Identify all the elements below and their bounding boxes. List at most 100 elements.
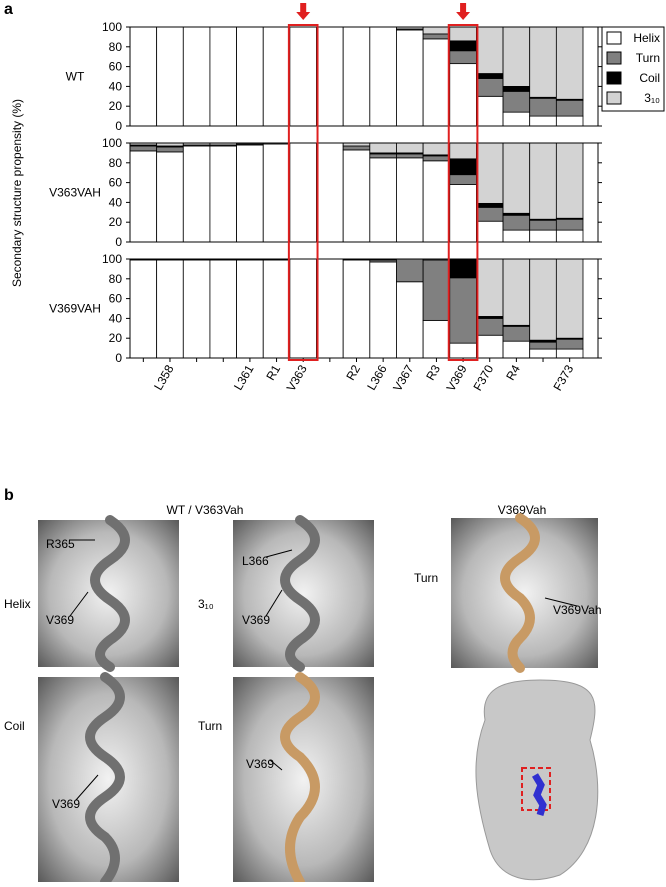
structure-image <box>451 518 598 668</box>
highlight-box <box>447 24 479 361</box>
bar-segment <box>555 338 584 350</box>
legend-label: 3₁₀ <box>644 91 660 105</box>
y-tick-label: 0 <box>115 119 122 133</box>
highlight-box <box>287 24 319 361</box>
bar-segment <box>555 258 584 339</box>
bar-segment <box>236 26 264 127</box>
bar-segment <box>529 97 557 117</box>
bar-segment <box>529 26 557 98</box>
bar-segment <box>289 258 317 359</box>
highlight-arrow <box>456 3 471 20</box>
legend-swatch <box>606 51 622 65</box>
bar-segment <box>476 202 504 208</box>
x-tick-label: F370 <box>471 362 497 393</box>
bar-segment <box>396 153 424 159</box>
highlight-arrow <box>296 3 311 20</box>
x-tick-label: V363 <box>284 362 310 394</box>
bar-segment <box>369 153 397 159</box>
residue-label: V369Vah <box>553 603 602 617</box>
label-leader <box>544 597 578 607</box>
bar-segment <box>129 145 158 152</box>
y-tick-label: 20 <box>109 331 123 345</box>
bar-segment <box>262 143 291 243</box>
structure-image <box>233 677 374 882</box>
bar-segment <box>156 151 184 243</box>
legend-swatch <box>606 71 622 85</box>
y-tick-label: 0 <box>115 235 122 249</box>
bar-segment <box>502 111 531 127</box>
helices <box>85 513 540 887</box>
y-tick-label: 0 <box>115 351 122 365</box>
bar-segment <box>129 150 158 243</box>
bar-segment <box>449 174 477 185</box>
state-label: Turn <box>414 571 438 585</box>
bar-segment <box>422 142 451 156</box>
label-leader <box>265 589 283 617</box>
bar-segment <box>502 86 531 92</box>
helix-icon <box>531 773 547 817</box>
x-tick-label: R1 <box>263 362 283 383</box>
bar-segment <box>529 258 557 341</box>
bar-segment <box>555 348 584 359</box>
state-label: Coil <box>4 719 25 733</box>
x-tick-label: L358 <box>151 362 177 392</box>
bar-segment <box>342 26 371 127</box>
bar-segment <box>396 29 424 127</box>
x-tick-label: R4 <box>503 362 523 383</box>
y-tick-label: 60 <box>109 176 123 190</box>
bar-segment <box>236 144 264 243</box>
bar-segment <box>316 258 344 359</box>
bar-segment <box>502 229 531 243</box>
y-axis-label: Secondary structure propensity (%) <box>10 99 24 287</box>
bar-segment <box>449 277 477 344</box>
x-tick-label: L361 <box>231 362 257 392</box>
bar-segment <box>422 155 451 162</box>
bar-segment <box>555 99 584 117</box>
structure-image <box>38 677 179 882</box>
bar-segment <box>342 145 371 151</box>
bar-segment <box>369 157 397 243</box>
bar-segment <box>502 340 531 359</box>
bar-segment <box>369 26 397 127</box>
bar-segment <box>156 146 184 153</box>
bar-segment <box>502 142 531 214</box>
bar-segment <box>529 115 557 127</box>
bar-segment <box>476 334 504 359</box>
bar-segment <box>396 142 424 154</box>
x-tick-label: R2 <box>343 362 363 383</box>
bar-segment <box>476 95 504 127</box>
bar-segment <box>476 220 504 243</box>
x-tick-label: R3 <box>423 362 443 383</box>
bar-segment <box>422 38 451 127</box>
chart-title: V363VAH <box>49 186 101 200</box>
panel-b: WT / V363Vah V369Vah Helix 3₁₀ Coil Turn Tur… <box>4 503 602 887</box>
bar-segment <box>182 145 211 243</box>
bar-segment <box>396 157 424 243</box>
x-tick-label: F373 <box>550 362 576 393</box>
bar-segment <box>449 50 477 65</box>
x-tick-label: V367 <box>390 362 416 394</box>
bar-segment <box>449 158 477 176</box>
y-tick-label: 60 <box>109 292 123 306</box>
bar-segment <box>449 342 477 359</box>
bar-segment <box>529 229 557 243</box>
bar-segment <box>422 33 451 40</box>
bar-segment <box>449 40 477 52</box>
bar-segment <box>182 259 211 359</box>
bar-segment <box>209 259 237 359</box>
bar-segment <box>289 142 317 243</box>
y-tick-label: 20 <box>109 215 123 229</box>
bar-segment <box>529 142 557 220</box>
panel-label: a <box>4 1 13 18</box>
bar-segment <box>555 142 584 219</box>
bar-segment <box>476 26 504 74</box>
bar-segment <box>449 258 477 279</box>
bar-segment <box>369 261 397 359</box>
x-tick-label: L366 <box>364 362 390 392</box>
residue-label: V369 <box>242 613 270 627</box>
residue-label: R365 <box>46 537 75 551</box>
label-leader <box>269 759 283 771</box>
bar-segment <box>209 26 237 127</box>
structure-image <box>233 520 374 667</box>
bar-segment <box>476 73 504 79</box>
